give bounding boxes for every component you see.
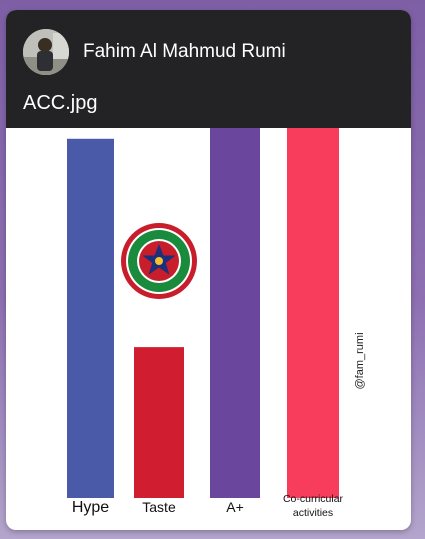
file-name: ACC.jpg [23,92,98,114]
tick-label-co-curricular-activities: Co-curricular activities [283,493,344,519]
tick-label-taste: Taste [142,499,176,515]
college-logo [121,223,197,299]
labels-group: Hype Taste A+ Co-curricular activities [72,493,344,519]
author-name[interactable]: Fahim Al Mahmud Rumi [83,41,286,62]
tick-label-a-: A+ [226,499,244,515]
author-avatar[interactable] [23,29,69,75]
bar-hype [67,138,114,498]
bar-co-curricular-activities [287,128,339,498]
bar-chart: Hype Taste A+ Co-curricular activities @fam_… [6,128,411,530]
post-header: Fahim Al Mahmud Rumi ACC.jpg [6,10,411,128]
watermark: @fam_rumi [354,332,366,389]
tick-label-hype: Hype [72,499,109,516]
bar-a- [210,128,260,498]
bars-group [67,128,339,498]
post-card: Fahim Al Mahmud Rumi ACC.jpg Hype Taste A+… [6,10,411,530]
bar-taste [134,347,184,498]
